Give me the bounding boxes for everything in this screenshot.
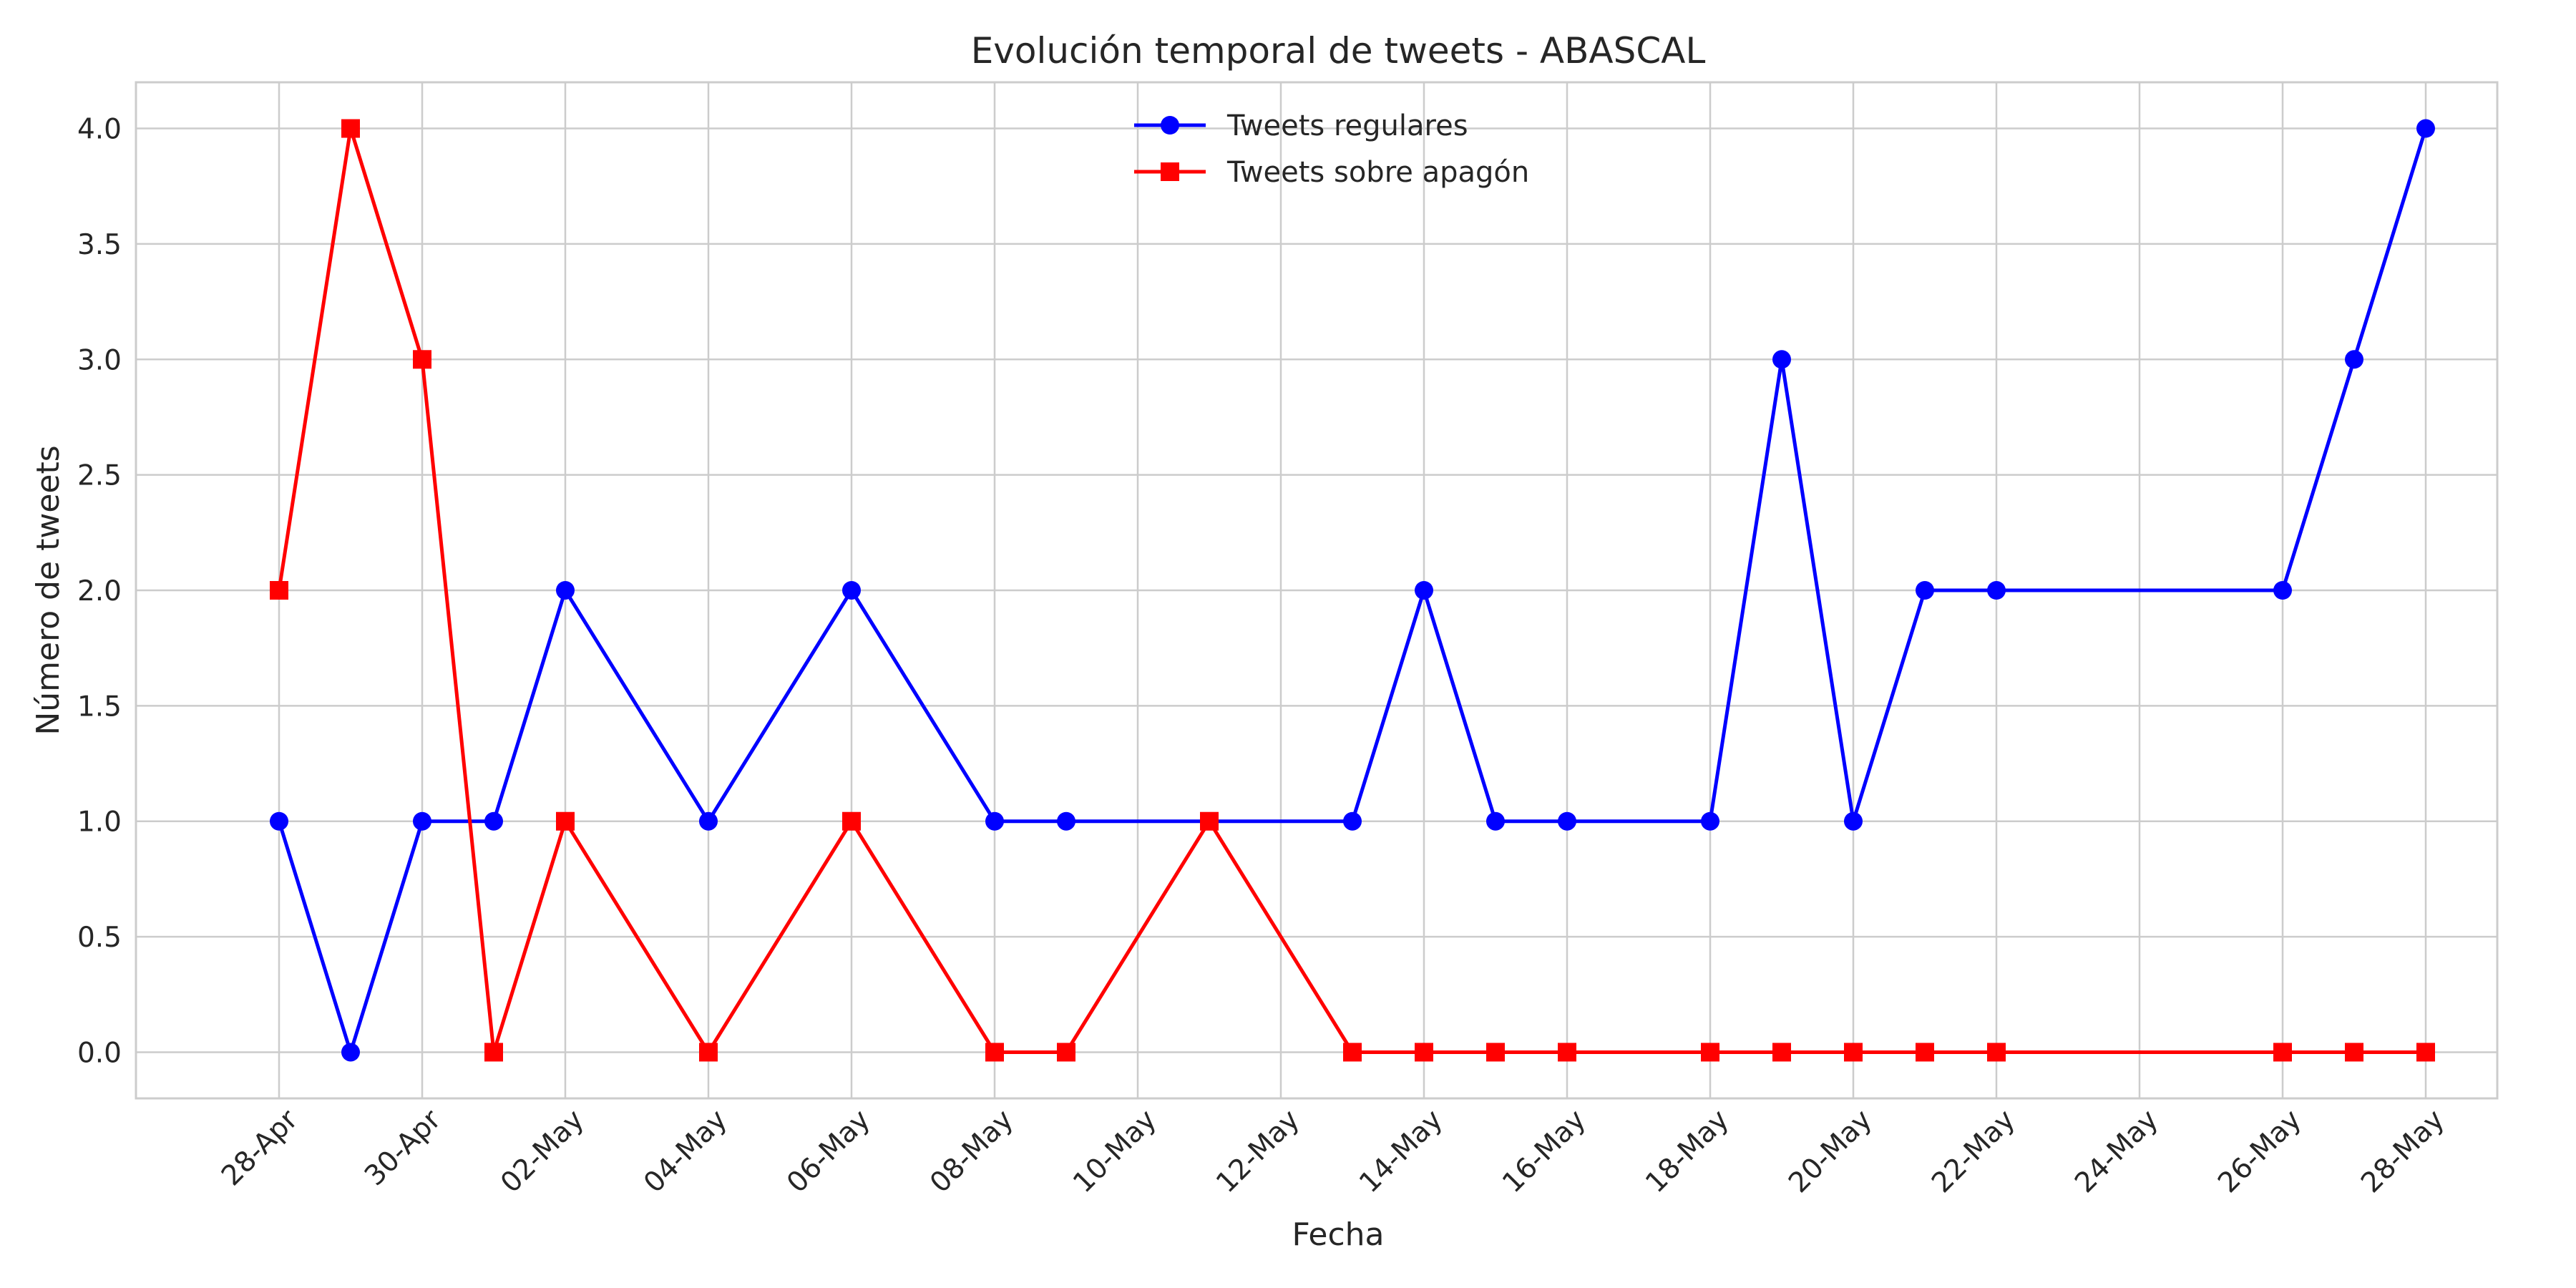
data-point bbox=[2273, 581, 2292, 600]
data-point bbox=[270, 811, 288, 831]
y-tick-label: 2.5 bbox=[77, 460, 122, 492]
y-tick-label: 0.5 bbox=[77, 922, 122, 954]
data-point bbox=[1701, 1043, 1719, 1062]
data-point bbox=[2345, 350, 2363, 369]
data-point bbox=[413, 811, 431, 831]
data-point bbox=[1200, 811, 1219, 831]
data-point bbox=[1057, 811, 1075, 831]
y-tick-label: 3.0 bbox=[77, 344, 122, 376]
data-point bbox=[1486, 1043, 1505, 1062]
data-point bbox=[1987, 581, 2006, 600]
data-point bbox=[484, 811, 503, 831]
series-line bbox=[277, 127, 2426, 1054]
y-tick-label: 1.5 bbox=[77, 691, 122, 723]
data-point bbox=[1701, 811, 1719, 831]
chart-title: Evolución temporal de tweets - ABASCAL bbox=[971, 30, 1706, 72]
legend-marker-square bbox=[1161, 162, 1179, 181]
data-point bbox=[1772, 350, 1791, 369]
series-layer bbox=[270, 119, 2435, 1062]
data-point bbox=[1415, 581, 1433, 600]
data-point bbox=[1343, 1043, 1362, 1062]
data-point bbox=[413, 350, 431, 369]
data-point bbox=[1558, 1043, 1576, 1062]
series-apagon bbox=[270, 119, 2435, 1062]
data-point bbox=[341, 119, 360, 138]
series-regulares bbox=[270, 119, 2435, 1062]
y-axis-label: Número de tweets bbox=[30, 445, 67, 735]
data-point bbox=[699, 1043, 718, 1062]
data-point bbox=[1558, 811, 1576, 831]
y-tick-label: 1.0 bbox=[77, 806, 122, 839]
data-point bbox=[985, 811, 1004, 831]
y-tick-label: 4.0 bbox=[77, 114, 122, 146]
data-point bbox=[1916, 1043, 1934, 1062]
data-point bbox=[1844, 1043, 1863, 1062]
x-axis-label: Fecha bbox=[1292, 1216, 1384, 1253]
data-point bbox=[842, 811, 861, 831]
y-tick-labels: 0.0 0.5 1.0 1.5 2.0 2.5 3.0 3.5 4.0 bbox=[77, 114, 122, 1070]
data-point bbox=[985, 1043, 1004, 1062]
legend-marker-circle bbox=[1161, 116, 1179, 135]
data-point bbox=[1343, 811, 1362, 831]
legend-label-regulares: Tweets regulares bbox=[1226, 109, 1468, 142]
plot-frame bbox=[135, 81, 2499, 1100]
y-tick-label: 0.0 bbox=[77, 1037, 122, 1069]
y-tick-label: 3.5 bbox=[77, 229, 122, 261]
data-point bbox=[556, 581, 575, 600]
data-point bbox=[1772, 1043, 1791, 1062]
data-point bbox=[1844, 811, 1863, 831]
data-point bbox=[484, 1043, 503, 1062]
legend-label-apagon: Tweets sobre apagón bbox=[1226, 156, 1529, 189]
y-tick-label: 2.0 bbox=[77, 575, 122, 608]
data-point bbox=[1486, 811, 1505, 831]
data-point bbox=[699, 811, 718, 831]
data-point bbox=[1987, 1043, 2006, 1062]
data-point bbox=[270, 581, 288, 600]
data-point bbox=[1057, 1043, 1075, 1062]
data-point bbox=[2273, 1043, 2292, 1062]
data-point bbox=[2416, 119, 2435, 138]
data-point bbox=[2416, 1043, 2435, 1062]
legend-item-regulares: Tweets regulares bbox=[1134, 109, 1468, 142]
data-point bbox=[2345, 1043, 2363, 1062]
data-point bbox=[556, 811, 575, 831]
data-point bbox=[1916, 581, 1934, 600]
data-point bbox=[842, 581, 861, 600]
data-point bbox=[1415, 1043, 1433, 1062]
legend: Tweets regulares Tweets sobre apagón bbox=[1134, 109, 1529, 189]
data-point bbox=[341, 1043, 360, 1062]
legend-item-apagon: Tweets sobre apagón bbox=[1134, 156, 1529, 189]
